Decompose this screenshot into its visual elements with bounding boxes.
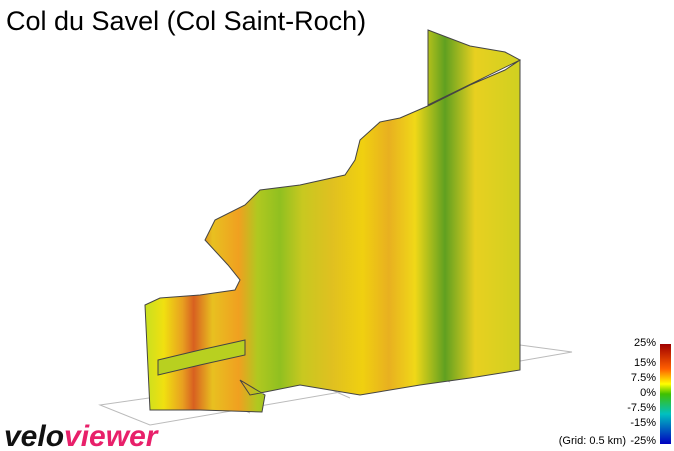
title: Col du Savel (Col Saint-Roch)	[6, 6, 366, 36]
grid-note: (Grid: 0.5 km)	[559, 435, 626, 447]
scale-label: 25%	[634, 337, 656, 349]
scale-label: 7.5%	[631, 372, 656, 384]
logo: veloviewer	[4, 420, 160, 451]
profile-ribbon	[157, 339, 246, 376]
logo-second: viewer	[64, 420, 160, 451]
scale-label: -15%	[630, 417, 656, 429]
scale-label: -7.5%	[627, 402, 656, 414]
logo-first: velo	[4, 420, 64, 451]
scale-label: -25%	[630, 435, 656, 447]
scale-label: 15%	[634, 357, 656, 369]
color-scale	[660, 344, 671, 444]
profile-wall	[144, 29, 521, 413]
scale-label: 0%	[640, 387, 656, 399]
